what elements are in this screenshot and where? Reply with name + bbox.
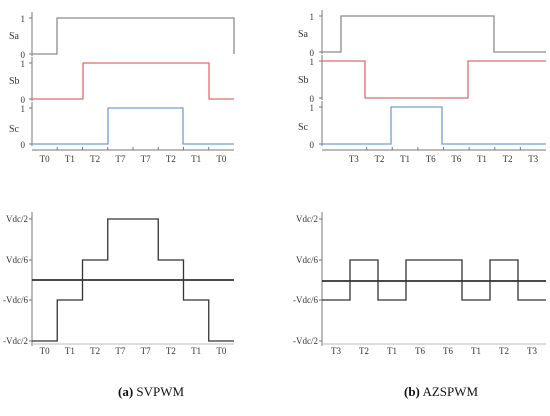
svpwm-sa-hi-label: 1 xyxy=(21,14,26,24)
azspwm-sa-hi-label: 1 xyxy=(310,12,315,22)
azspwm-sc-hi-label: 1 xyxy=(310,103,315,113)
svpwm-switch-segment-label: T7 xyxy=(141,154,151,164)
svpwm-sc-label: Sc xyxy=(9,124,20,135)
svpwm-voltage-segment-label: T2 xyxy=(166,346,176,356)
svpwm-voltage-y-label: -Vdc/2 xyxy=(3,336,28,346)
svpwm-switch-segment-label: T1 xyxy=(191,154,201,164)
svpwm-voltage-segment-label: T7 xyxy=(141,346,151,356)
svpwm-voltage-segment-label: T0 xyxy=(216,346,226,356)
svpwm-sc-hi-label: 1 xyxy=(21,104,26,114)
svpwm-switch-segment-label: T7 xyxy=(115,154,125,164)
azspwm-sb-label: Sb xyxy=(298,75,309,86)
azspwm-voltage-y-label: -Vdc/2 xyxy=(293,336,318,346)
azspwm-sa-label: Sa xyxy=(298,29,309,40)
azspwm-sc-label: Sc xyxy=(298,122,309,133)
svpwm-sa-lo-label: 0 xyxy=(21,50,26,60)
svpwm-switch-segment-label: T2 xyxy=(166,154,176,164)
svpwm-sa-label: Sa xyxy=(9,31,20,42)
svpwm-voltage-y-label: Vdc/2 xyxy=(6,214,28,224)
svpwm-voltage-waveform xyxy=(32,218,234,342)
azspwm-switch-segment-label: T1 xyxy=(477,154,487,164)
azspwm-voltage-segment-label: T1 xyxy=(387,346,397,356)
azspwm-voltage-y-label: Vdc/6 xyxy=(296,255,318,265)
azspwm-voltage-waveform xyxy=(322,259,546,301)
svpwm-sc-lo-label: 0 xyxy=(21,140,26,150)
azspwm-sb-lo-label: 0 xyxy=(310,94,315,104)
svpwm-switch-segment-label: T2 xyxy=(90,154,100,164)
azspwm-sa-waveform xyxy=(322,15,546,53)
azspwm-switch-segment-label: T3 xyxy=(528,154,538,164)
svpwm-voltage-segment-label: T2 xyxy=(90,346,100,356)
caption-a: (a) SVPWM xyxy=(118,384,184,400)
azspwm-voltage-segment-label: T6 xyxy=(415,346,425,356)
azspwm-switch-segment-label: T2 xyxy=(503,154,513,164)
svpwm-sb-waveform xyxy=(32,62,234,100)
azspwm-voltage-segment-label: T2 xyxy=(359,346,369,356)
azspwm-voltage-segment-label: T2 xyxy=(499,346,509,356)
caption-a-text: SVPWM xyxy=(136,384,185,399)
azspwm-switch-segment-label: T1 xyxy=(400,154,410,164)
azspwm-switch-segment-label: T2 xyxy=(374,154,384,164)
azspwm-switch-segment-label: T6 xyxy=(426,154,436,164)
azspwm-switch-segment-label: T6 xyxy=(451,154,461,164)
caption-b-tag: (b) xyxy=(404,384,420,399)
azspwm-sa-lo-label: 0 xyxy=(310,48,315,58)
svpwm-sb-label: Sb xyxy=(9,76,20,87)
azspwm-voltage-y-label: -Vdc/6 xyxy=(293,295,318,305)
azspwm-sb-hi-label: 1 xyxy=(310,57,315,67)
svpwm-sa-waveform xyxy=(32,17,235,55)
azspwm-voltage-segment-label: T3 xyxy=(331,346,341,356)
svpwm-switch-segment-label: T1 xyxy=(65,154,75,164)
azspwm-voltage-segment-label: T6 xyxy=(443,346,453,356)
svpwm-voltage-y-label: Vdc/6 xyxy=(6,255,28,265)
caption-b: (b) AZSPWM xyxy=(404,384,478,400)
svpwm-sb-hi-label: 1 xyxy=(21,59,26,69)
svpwm-sb-lo-label: 0 xyxy=(21,95,26,105)
svpwm-voltage-segment-label: T0 xyxy=(40,346,50,356)
svpwm-voltage-segment-label: T7 xyxy=(115,346,125,356)
azspwm-switch-segment-label: T3 xyxy=(349,154,359,164)
azspwm-voltage-segment-label: T3 xyxy=(527,346,537,356)
svpwm-switch-segment-label: T0 xyxy=(40,154,50,164)
svpwm-voltage-segment-label: T1 xyxy=(191,346,201,356)
svpwm-sc-waveform xyxy=(32,107,234,145)
svpwm-voltage-y-label: -Vdc/6 xyxy=(3,295,28,305)
caption-a-tag: (a) xyxy=(118,384,134,399)
caption-b-text: AZSPWM xyxy=(422,384,479,399)
azspwm-sb-waveform xyxy=(322,60,546,99)
svpwm-switch-segment-label: T0 xyxy=(216,154,226,164)
azspwm-sc-waveform xyxy=(322,106,546,145)
azspwm-voltage-segment-label: T1 xyxy=(471,346,481,356)
azspwm-voltage-y-label: Vdc/2 xyxy=(296,214,318,224)
svpwm-voltage-segment-label: T1 xyxy=(65,346,75,356)
azspwm-sc-lo-label: 0 xyxy=(310,140,315,150)
